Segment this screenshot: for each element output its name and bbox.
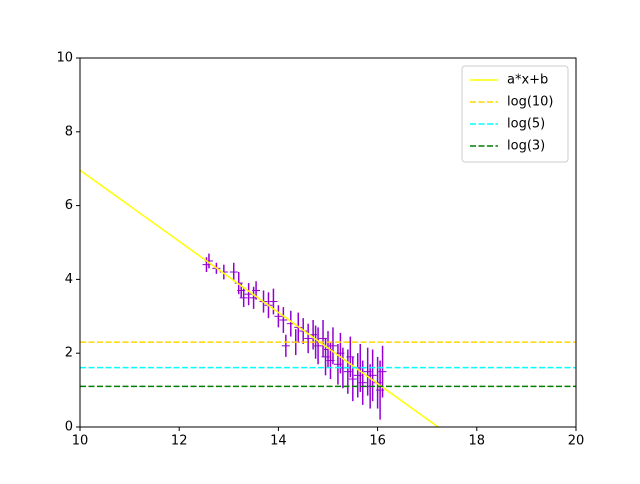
axes-frame	[79, 57, 577, 428]
x-tick-label: 12	[171, 434, 188, 449]
y-tick-label: 10	[56, 51, 73, 66]
x-tick-label: 20	[568, 434, 585, 449]
plot-area	[80, 169, 576, 427]
legend-label: log(10)	[507, 95, 554, 110]
y-tick-label: 8	[65, 124, 73, 139]
legend-label: log(3)	[507, 139, 545, 154]
y-tick-label: 6	[65, 198, 73, 213]
x-tick-label: 10	[72, 434, 89, 449]
legend-box	[461, 65, 569, 163]
y-tick-label: 4	[65, 272, 73, 287]
y-tick-label: 2	[65, 346, 73, 361]
y-tick-label: 0	[65, 420, 73, 435]
x-tick-label: 16	[369, 434, 386, 449]
legend-label: a*x+b	[507, 73, 548, 88]
legend-label: log(5)	[507, 117, 545, 132]
x-tick-label: 18	[469, 434, 486, 449]
x-tick-label: 14	[270, 434, 287, 449]
fit-line	[80, 169, 439, 427]
